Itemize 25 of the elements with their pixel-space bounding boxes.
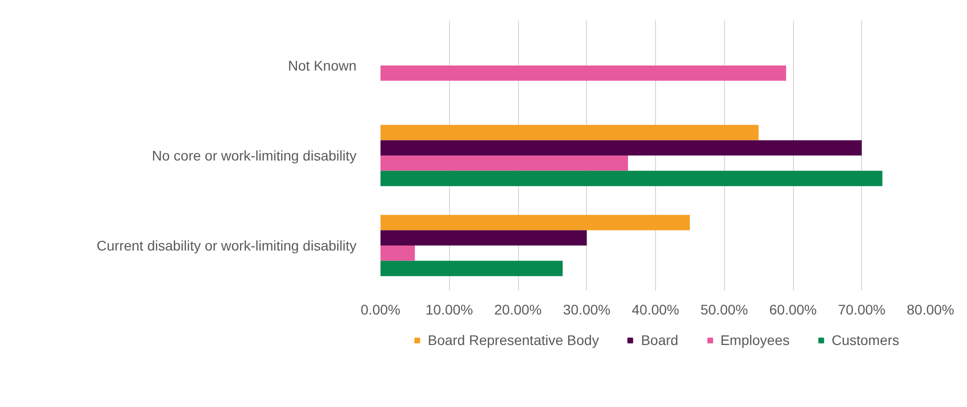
- x-tick-label: 30.00%: [563, 302, 610, 318]
- x-tick-label: 40.00%: [632, 302, 680, 318]
- legend-label: Employees: [720, 332, 790, 348]
- x-tick-label: 50.00%: [700, 302, 748, 318]
- bar: [380, 246, 415, 261]
- bar: [380, 170, 882, 186]
- x-tick-label: 0.00%: [360, 302, 400, 318]
- bar: [380, 230, 587, 246]
- y-tick-label: No core or work-limiting disability: [152, 148, 357, 164]
- y-tick-label: Current disability or work-limiting disability: [96, 238, 357, 254]
- x-tick-label: 80.00%: [906, 302, 954, 318]
- legend-label: Board: [640, 332, 678, 348]
- bar: [380, 214, 690, 230]
- legend-label: Customers: [832, 332, 900, 348]
- x-tick-label: 10.00%: [426, 302, 473, 318]
- bar: [380, 140, 862, 156]
- bar: [380, 260, 563, 276]
- legend-label: Board Representative Body: [428, 332, 599, 348]
- bar: [380, 66, 786, 81]
- x-tick-label: 60.00%: [769, 302, 817, 318]
- y-tick-label: Not Known: [288, 58, 356, 74]
- bar: [380, 156, 628, 171]
- bar: [380, 124, 759, 140]
- x-tick-label: 20.00%: [494, 302, 542, 318]
- x-tick-label: 70.00%: [838, 302, 886, 318]
